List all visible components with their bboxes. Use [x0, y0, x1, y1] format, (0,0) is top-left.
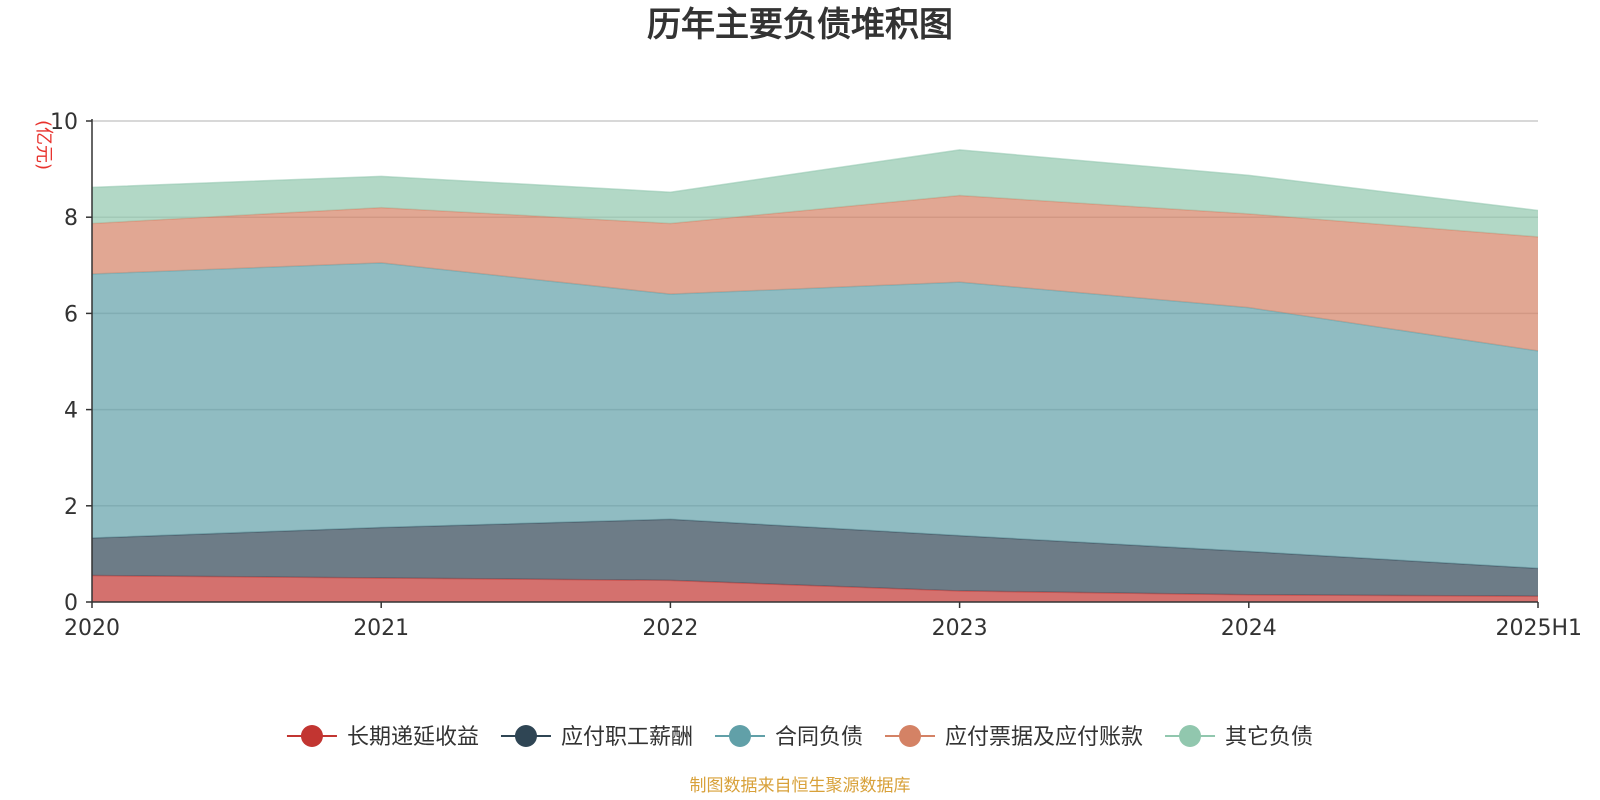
y-axis-unit-label: (亿元) — [33, 120, 54, 170]
y-tick-label: 8 — [64, 206, 78, 231]
x-tick-label: 2024 — [1221, 616, 1277, 641]
series-area-4 — [92, 149, 1538, 237]
y-tick-label: 4 — [64, 399, 78, 424]
x-tick-label: 2022 — [642, 616, 698, 641]
area-series-group — [91, 149, 1539, 602]
legend-label: 长期递延收益 — [347, 725, 479, 750]
series-area-1 — [92, 519, 1538, 597]
legend-circle-icon — [728, 725, 751, 747]
x-tick-label: 2021 — [353, 616, 409, 641]
series-area-2 — [92, 262, 1538, 569]
series-line-4 — [91, 149, 1539, 212]
x-tick-label: 2025H1 — [1495, 616, 1582, 641]
legend-label: 合同负债 — [775, 725, 863, 750]
y-tick-label: 10 — [50, 110, 78, 135]
legend-label: 应付票据及应付账款 — [945, 725, 1143, 750]
legend-circle-icon — [1179, 725, 1202, 747]
y-tick-label: 0 — [64, 591, 78, 616]
legend-label: 应付职工薪酬 — [561, 725, 693, 750]
axes: 0 2 4 6 8 10 2020 2021 2022 2023 2024 2025H1 — [50, 110, 1582, 641]
series-area-3 — [92, 195, 1538, 351]
y-tick-label: 6 — [64, 302, 78, 327]
legend: 长期递延收益 应付职工薪酬 合同负债 应付票据及应付账款 其它负债 — [286, 725, 1313, 750]
series-area-0 — [92, 575, 1538, 602]
x-tick-label: 2023 — [932, 616, 988, 641]
source-note: 制图数据来自恒生聚源数据库 — [690, 776, 911, 796]
legend-item-2[interactable]: 合同负债 — [714, 725, 863, 750]
x-tick-label: 2020 — [64, 616, 120, 641]
legend-item-4[interactable]: 其它负债 — [1165, 725, 1313, 750]
legend-label: 其它负债 — [1225, 725, 1313, 750]
legend-circle-icon — [899, 725, 922, 747]
legend-item-1[interactable]: 应付职工薪酬 — [500, 725, 693, 750]
legend-item-3[interactable]: 应付票据及应付账款 — [885, 725, 1143, 750]
legend-circle-icon — [300, 725, 323, 747]
legend-item-0[interactable]: 长期递延收益 — [286, 725, 479, 750]
legend-circle-icon — [514, 725, 537, 747]
y-tick-label: 2 — [64, 495, 78, 520]
chart-title: 历年主要负债堆积图 — [647, 5, 953, 45]
